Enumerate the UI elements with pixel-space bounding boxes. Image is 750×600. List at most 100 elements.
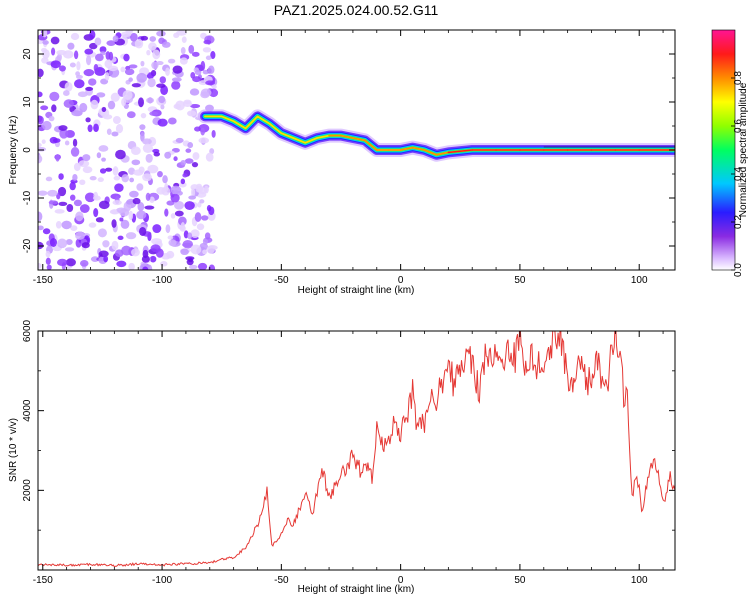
- noise-blob: [184, 201, 195, 210]
- noise-blob: [94, 53, 104, 62]
- ridge-core-segment: [411, 146, 426, 151]
- snr-panel: -150 -100 -50 0 50 100 2000 4000 6000 Height of…: [8, 319, 676, 595]
- noise-blob: [131, 83, 141, 88]
- spectrogram-y-axis-label: Frequency (Hz): [8, 116, 19, 185]
- noise-blob: [191, 51, 200, 57]
- noise-blob: [97, 177, 104, 183]
- noise-blob: [157, 170, 163, 178]
- noise-blob: [85, 117, 91, 123]
- noise-blob: [58, 186, 67, 197]
- noise-blob: [104, 72, 110, 81]
- noise-blob: [173, 156, 178, 162]
- noise-blob: [121, 245, 132, 256]
- noise-blob: [131, 248, 140, 257]
- noise-blob: [99, 46, 107, 53]
- spectrogram-y-tick-label: 10: [22, 96, 33, 108]
- noise-blob: [187, 142, 194, 149]
- noise-blob: [205, 80, 216, 86]
- noise-blob: [89, 175, 97, 181]
- noise-blob: [46, 264, 52, 270]
- noise-blob: [138, 166, 145, 174]
- colorbar-tick-label: 0.6: [733, 119, 744, 133]
- noise-blob: [120, 66, 126, 73]
- noise-blob: [138, 97, 144, 108]
- ridge-core-segment: [352, 137, 366, 142]
- noise-blob: [128, 210, 134, 221]
- noise-blob: [145, 192, 151, 201]
- noise-blob: [50, 60, 61, 69]
- noise-blob: [188, 44, 195, 54]
- noise-blob: [140, 60, 145, 67]
- noise-blob: [38, 262, 42, 269]
- noise-blob: [41, 47, 48, 53]
- noise-blob: [191, 187, 196, 198]
- noise-blob: [131, 146, 141, 156]
- noise-blob: [38, 142, 42, 148]
- noise-blob: [136, 72, 148, 83]
- noise-blob: [128, 167, 136, 175]
- noise-blob: [211, 129, 216, 138]
- noise-blob: [84, 48, 94, 55]
- noise-blob: [112, 166, 119, 176]
- noise-blob: [95, 217, 104, 223]
- noise-blob: [142, 138, 152, 145]
- noise-blob: [159, 76, 167, 84]
- noise-blob: [139, 124, 146, 130]
- noise-blob: [157, 118, 168, 127]
- noise-blob: [58, 173, 64, 180]
- noise-blob: [173, 32, 180, 39]
- noise-blob: [149, 111, 158, 116]
- spectrogram-y-ticks: 20 10 0 -10 -20: [22, 29, 675, 271]
- noise-blob: [42, 40, 49, 45]
- noise-blob: [190, 72, 196, 79]
- snr-series-line: [38, 331, 675, 568]
- noise-blob: [132, 197, 141, 205]
- noise-blob: [191, 161, 199, 168]
- noise-blob: [202, 47, 212, 53]
- noise-blob: [112, 116, 121, 125]
- noise-blob: [145, 153, 153, 163]
- noise-blob: [93, 207, 99, 218]
- noise-blob: [121, 174, 130, 183]
- noise-blob: [208, 264, 216, 270]
- noise-blob: [170, 193, 180, 203]
- noise-blob: [72, 173, 78, 181]
- noise-blob: [126, 111, 136, 119]
- noise-blob: [129, 190, 139, 198]
- noise-blob: [38, 211, 43, 222]
- noise-blob: [201, 215, 209, 221]
- noise-blob: [149, 255, 157, 263]
- noise-blob: [160, 104, 165, 110]
- noise-blob: [38, 225, 44, 231]
- noise-blob: [180, 248, 189, 256]
- noise-blob: [152, 224, 162, 234]
- noise-blob: [122, 90, 133, 100]
- noise-blob: [47, 189, 58, 197]
- noise-blob: [98, 145, 109, 152]
- noise-blob: [106, 40, 116, 46]
- noise-blob: [185, 148, 192, 153]
- noise-blob: [75, 71, 81, 77]
- spectrogram-y-tick-label: 0: [22, 147, 33, 153]
- snr-x-ticks: -150 -100 -50 0 50 100: [33, 331, 664, 586]
- noise-blob: [85, 86, 94, 91]
- noise-blob: [51, 47, 56, 56]
- noise-blob: [205, 55, 212, 61]
- noise-blob: [104, 59, 113, 69]
- noise-blob: [194, 69, 202, 76]
- noise-blob: [196, 223, 205, 231]
- snr-x-tick-label: -150: [33, 575, 53, 586]
- noise-blob: [147, 77, 156, 88]
- spectrogram-x-tick-label: -100: [152, 275, 172, 286]
- noise-blob: [49, 238, 58, 247]
- noise-blob: [116, 207, 127, 214]
- noise-blob: [42, 228, 51, 235]
- noise-blob: [167, 235, 174, 240]
- snr-x-tick-label: -100: [152, 575, 172, 586]
- spectrogram-x-tick-label: 100: [631, 275, 648, 286]
- noise-blob: [206, 205, 212, 212]
- noise-blob: [111, 219, 117, 228]
- noise-blob: [166, 200, 175, 206]
- noise-blob: [146, 97, 155, 104]
